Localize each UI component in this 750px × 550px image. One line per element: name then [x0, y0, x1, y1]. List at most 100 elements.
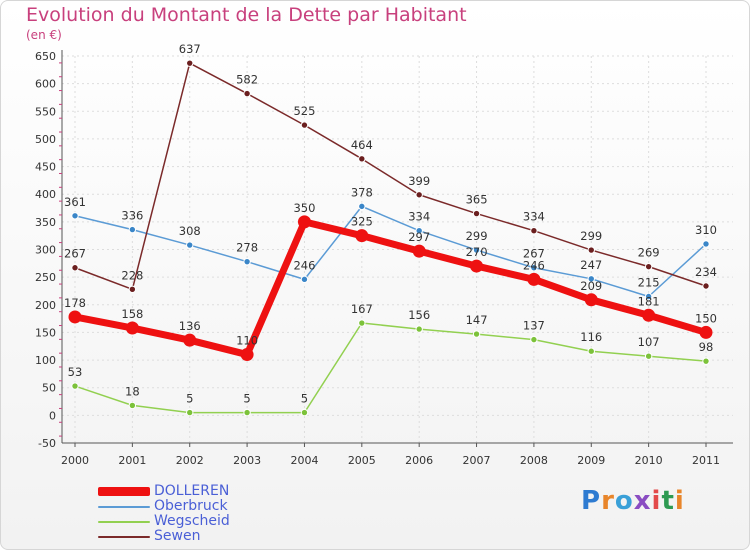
data-label-dolleren: 246	[523, 258, 545, 272]
data-label-dolleren: 178	[64, 296, 86, 310]
data-label-sewen: 637	[179, 42, 201, 56]
data-point-sewen	[472, 209, 481, 218]
data-label-wegscheid: 137	[523, 319, 545, 333]
data-point-sewen	[300, 121, 309, 129]
data-point-wegscheid	[128, 401, 137, 410]
data-label-sewen: 234	[695, 265, 717, 279]
data-label-sewen: 228	[121, 268, 143, 282]
x-tick-label: 2003	[233, 454, 261, 467]
data-point-dolleren	[527, 272, 541, 286]
logo-letter: o	[614, 486, 634, 516]
legend-swatch-sewen	[98, 536, 150, 538]
data-label-wegscheid: 147	[466, 313, 488, 327]
y-tick-label: 100	[35, 354, 56, 367]
data-label-sewen: 365	[466, 193, 488, 207]
data-point-dolleren	[125, 321, 139, 335]
x-tick-label: 2005	[348, 454, 376, 467]
data-point-oberbruck	[186, 241, 194, 249]
y-tick-label: -50	[38, 437, 56, 450]
legend-item-sewen: Sewen	[98, 528, 298, 545]
legend-swatch-dolleren	[98, 487, 150, 496]
data-label-dolleren: 110	[236, 334, 258, 348]
data-point-oberbruck	[415, 227, 423, 235]
proxiti-logo: Proxiti	[581, 486, 685, 516]
data-point-dolleren	[297, 215, 311, 229]
data-label-oberbruck: 308	[179, 224, 201, 238]
data-label-dolleren: 136	[179, 319, 201, 333]
data-label-dolleren: 297	[408, 230, 430, 244]
logo-letter: P	[581, 486, 602, 516]
data-label-oberbruck: 215	[638, 275, 660, 289]
data-label-oberbruck: 378	[351, 185, 373, 199]
data-label-sewen: 464	[351, 138, 373, 152]
data-label-wegscheid: 98	[699, 340, 714, 354]
data-point-wegscheid	[415, 325, 423, 333]
legend-label-oberbruck: Oberbruck	[154, 498, 228, 514]
data-label-oberbruck: 361	[64, 195, 86, 209]
data-point-dolleren	[355, 229, 369, 243]
data-point-oberbruck	[587, 275, 595, 283]
data-point-dolleren	[412, 244, 426, 258]
x-tick-label: 2004	[290, 454, 318, 467]
x-tick-label: 2006	[405, 454, 433, 467]
data-point-dolleren	[699, 325, 713, 339]
data-point-dolleren	[470, 259, 484, 273]
y-tick-label: 400	[35, 188, 56, 201]
x-tick-label: 2011	[692, 454, 720, 467]
y-tick-label: 600	[35, 78, 56, 91]
series-line-dolleren	[71, 218, 710, 359]
x-tick-label: 2000	[61, 454, 89, 467]
data-point-wegscheid	[186, 408, 194, 417]
logo-letter: r	[601, 486, 615, 516]
data-point-dolleren	[68, 310, 82, 324]
y-tick-label: 300	[35, 244, 56, 257]
data-point-wegscheid	[644, 352, 653, 360]
data-label-wegscheid: 5	[243, 392, 250, 406]
data-label-wegscheid: 167	[351, 302, 373, 316]
data-label-oberbruck: 246	[293, 258, 315, 272]
data-label-dolleren: 270	[466, 245, 488, 259]
data-point-wegscheid	[243, 408, 251, 417]
data-point-sewen	[243, 89, 251, 98]
data-label-sewen: 267	[64, 247, 86, 261]
x-tick-label: 2002	[176, 454, 204, 467]
data-point-wegscheid	[472, 330, 481, 338]
data-point-sewen	[71, 264, 79, 272]
y-tick-label: 150	[35, 326, 56, 339]
legend-swatch-wegscheid	[98, 521, 150, 523]
logo-letter: i	[651, 486, 662, 516]
y-tick-label: 450	[35, 161, 56, 174]
data-label-wegscheid: 53	[68, 365, 83, 379]
data-label-wegscheid: 5	[186, 392, 193, 406]
data-label-sewen: 299	[580, 229, 602, 243]
data-label-oberbruck: 267	[523, 247, 545, 261]
data-point-oberbruck	[300, 275, 309, 284]
series-line-sewen	[74, 62, 707, 291]
data-label-dolleren: 158	[121, 307, 143, 321]
data-label-sewen: 582	[236, 73, 258, 87]
data-label-sewen: 399	[408, 174, 430, 188]
data-label-dolleren: 181	[638, 294, 660, 308]
data-point-dolleren	[584, 293, 598, 307]
data-point-sewen	[358, 155, 366, 163]
x-tick-label: 2009	[577, 454, 605, 467]
data-label-oberbruck: 247	[580, 258, 602, 272]
legend-label-dolleren: DOLLEREN	[154, 483, 230, 499]
chart-subtitle: (en €)	[26, 28, 62, 42]
data-label-oberbruck: 334	[408, 210, 430, 224]
x-tick-label: 2008	[520, 454, 548, 467]
data-point-wegscheid	[300, 408, 309, 417]
data-point-sewen	[587, 246, 595, 254]
series-line-wegscheid	[74, 322, 707, 414]
data-point-dolleren	[240, 348, 254, 362]
y-tick-label: 550	[35, 105, 56, 118]
data-point-sewen	[128, 285, 137, 294]
logo-letter: i	[674, 486, 685, 516]
y-tick-label: 500	[35, 133, 56, 146]
data-point-sewen	[644, 262, 653, 271]
chart-title: Evolution du Montant de la Dette par Hab…	[26, 4, 467, 26]
data-label-dolleren: 209	[580, 279, 602, 293]
data-label-dolleren: 350	[293, 201, 315, 215]
